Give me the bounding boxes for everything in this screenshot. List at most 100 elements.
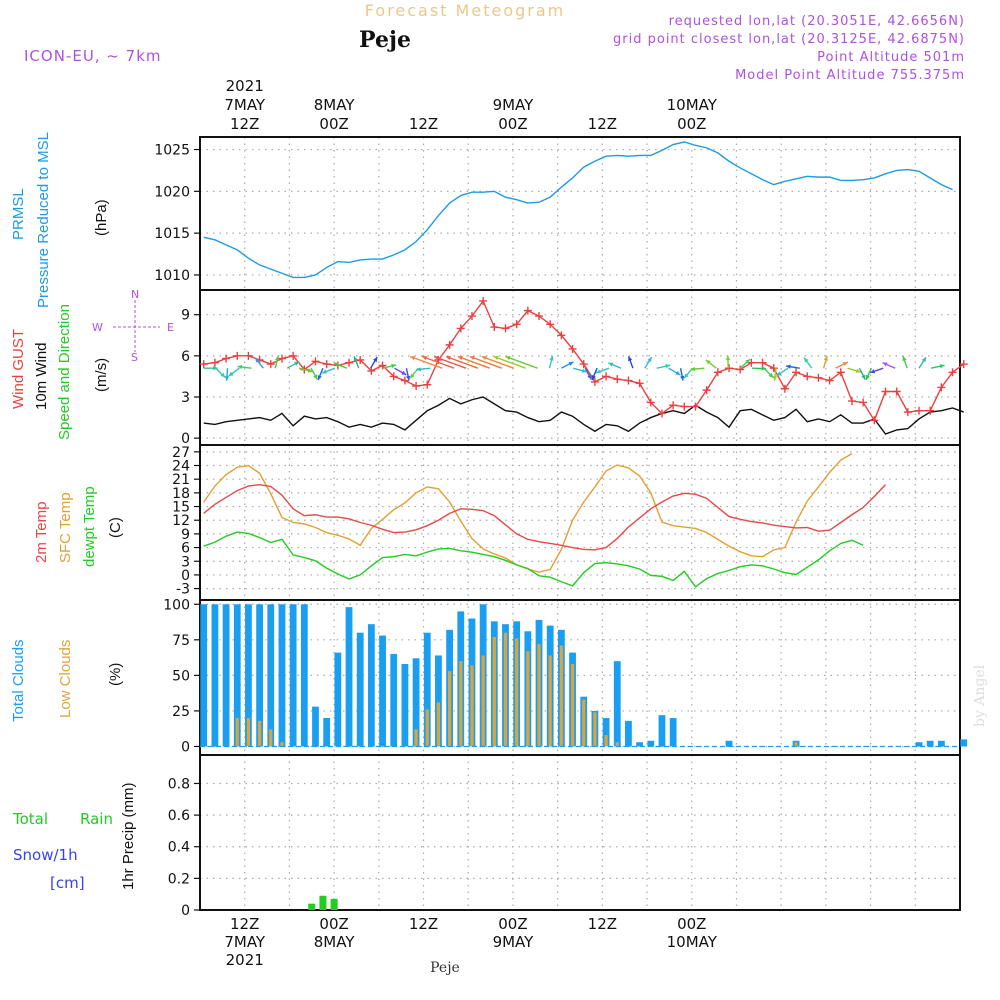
low-cloud-bar <box>436 702 441 747</box>
total-cloud-bar <box>222 604 230 747</box>
wind-arrow-head <box>294 361 300 366</box>
low-cloud-bar <box>593 712 597 747</box>
chart-area: 10101015102010250369-3036912151821242702… <box>154 77 968 969</box>
low-cloud-bar <box>235 718 239 747</box>
precip-unit: 1hr Precip (mm) <box>120 782 137 890</box>
gust-marker <box>222 354 231 363</box>
total-cloud-bar <box>412 658 420 747</box>
wind-arrow-head <box>237 364 243 370</box>
y-tick-label: 0 <box>181 903 190 919</box>
bottom-time-label: 8MAY <box>314 933 356 951</box>
wind-arrow-head <box>481 356 487 361</box>
pressure-unit: (hPa) <box>93 199 110 236</box>
gust-marker <box>613 375 622 384</box>
y-tick-label: 3 <box>181 390 190 406</box>
cloud-unit: (%) <box>107 663 124 686</box>
compass-e: E <box>167 321 174 334</box>
panel-3: 0 25 50 75 100 <box>163 597 961 756</box>
y-tick-label: 0 <box>181 568 190 584</box>
wind-arrow-head <box>842 362 848 367</box>
y-tick-label: 75 <box>172 633 190 649</box>
top-time-label: 9MAY <box>493 96 535 114</box>
total-cloud-bar <box>937 740 945 747</box>
wind-arrow-head <box>549 355 554 361</box>
y-tick-label: 9 <box>181 308 190 324</box>
gust-marker <box>903 408 912 417</box>
wind-arrow-head <box>939 364 945 369</box>
top-time-label: 2021 <box>226 77 264 95</box>
low-cloud-bar <box>794 742 798 747</box>
gust-marker <box>266 360 275 369</box>
wind-arrow-head <box>434 356 440 361</box>
gust-marker <box>892 387 901 396</box>
top-time-label: 00Z <box>498 115 527 133</box>
temp-unit: (C) <box>107 517 124 538</box>
y-tick-label: 0 <box>181 431 190 447</box>
wind-arrow-head <box>680 375 685 381</box>
compass-n: N <box>131 288 139 301</box>
low-cloud-label: Low Clouds <box>57 640 74 718</box>
gust-marker <box>635 379 644 388</box>
y-tick-label: 21 <box>172 472 190 488</box>
wind-arrow <box>505 355 538 369</box>
wind-unit: (m/s) <box>93 358 110 392</box>
pressure-panel-labels: PRMSL Pressure Reduced to MSL (hPa) <box>10 132 110 308</box>
wind-arrow-head <box>410 356 416 361</box>
wind-arrow-head <box>213 366 218 371</box>
total-cloud-bar <box>647 740 655 747</box>
low-cloud-bar <box>246 718 251 747</box>
compass-w: W <box>92 321 103 334</box>
top-time-label: 7MAY <box>224 96 266 114</box>
rain-bar <box>308 903 316 910</box>
bottom-time-label: 7MAY <box>224 933 266 951</box>
panel-frame <box>199 754 961 911</box>
low-cloud-bar <box>481 655 485 747</box>
gust-marker <box>792 368 801 377</box>
total-cloud-bar <box>636 742 644 747</box>
total-cloud-bar <box>233 604 241 747</box>
total-cloud-bar <box>245 604 252 747</box>
gust-marker <box>669 401 678 410</box>
gust-marker <box>657 409 666 418</box>
gust-marker <box>870 416 879 425</box>
gust-marker <box>557 331 566 340</box>
wind-arrow-head <box>220 372 226 378</box>
total-cloud-bar <box>625 720 632 747</box>
gust-marker <box>445 340 454 349</box>
wind-arrow-head <box>772 375 778 381</box>
wind-arrow-head <box>307 368 313 373</box>
top-time-label: 12Z <box>588 115 617 133</box>
wind-arrow-head <box>416 367 422 372</box>
wind-arrow-head <box>275 355 280 361</box>
gust-marker <box>490 323 499 332</box>
dewpoint-line <box>203 531 864 588</box>
wind-arrow-head <box>768 372 774 378</box>
low-cloud-bar <box>269 729 273 747</box>
panel-0: 1010 1015 1020 1025 <box>154 136 961 291</box>
temp-sfc-label: SFC Temp <box>57 492 74 563</box>
y-tick-label: 100 <box>163 597 190 613</box>
total-cloud-bar <box>960 739 968 747</box>
low-cloud-bar <box>258 720 262 747</box>
low-cloud-bar <box>414 729 418 747</box>
wind-arrow-head <box>902 356 907 362</box>
y-tick-label: 18 <box>172 486 190 502</box>
gust-marker <box>702 386 711 395</box>
location-title: Peje <box>359 27 411 53</box>
2m-temp-line <box>203 483 886 551</box>
gust-marker <box>847 397 856 406</box>
y-tick-label: 0.6 <box>168 808 190 824</box>
total-cloud-bar <box>725 740 733 747</box>
snow-unit-label: [cm] <box>50 874 85 892</box>
top-time-label: 12Z <box>409 115 438 133</box>
gust-marker <box>311 357 320 366</box>
gust-marker <box>523 306 532 315</box>
wind-arrow-head <box>313 374 318 380</box>
total-cloud-bar <box>379 635 386 747</box>
top-time-label: 8MAY <box>314 96 356 114</box>
y-tick-label: 1015 <box>154 226 190 242</box>
wind-arrow-head <box>422 356 428 361</box>
gust-marker <box>512 320 521 329</box>
wind-arrow-head <box>255 357 260 363</box>
rain-bar <box>319 895 327 910</box>
